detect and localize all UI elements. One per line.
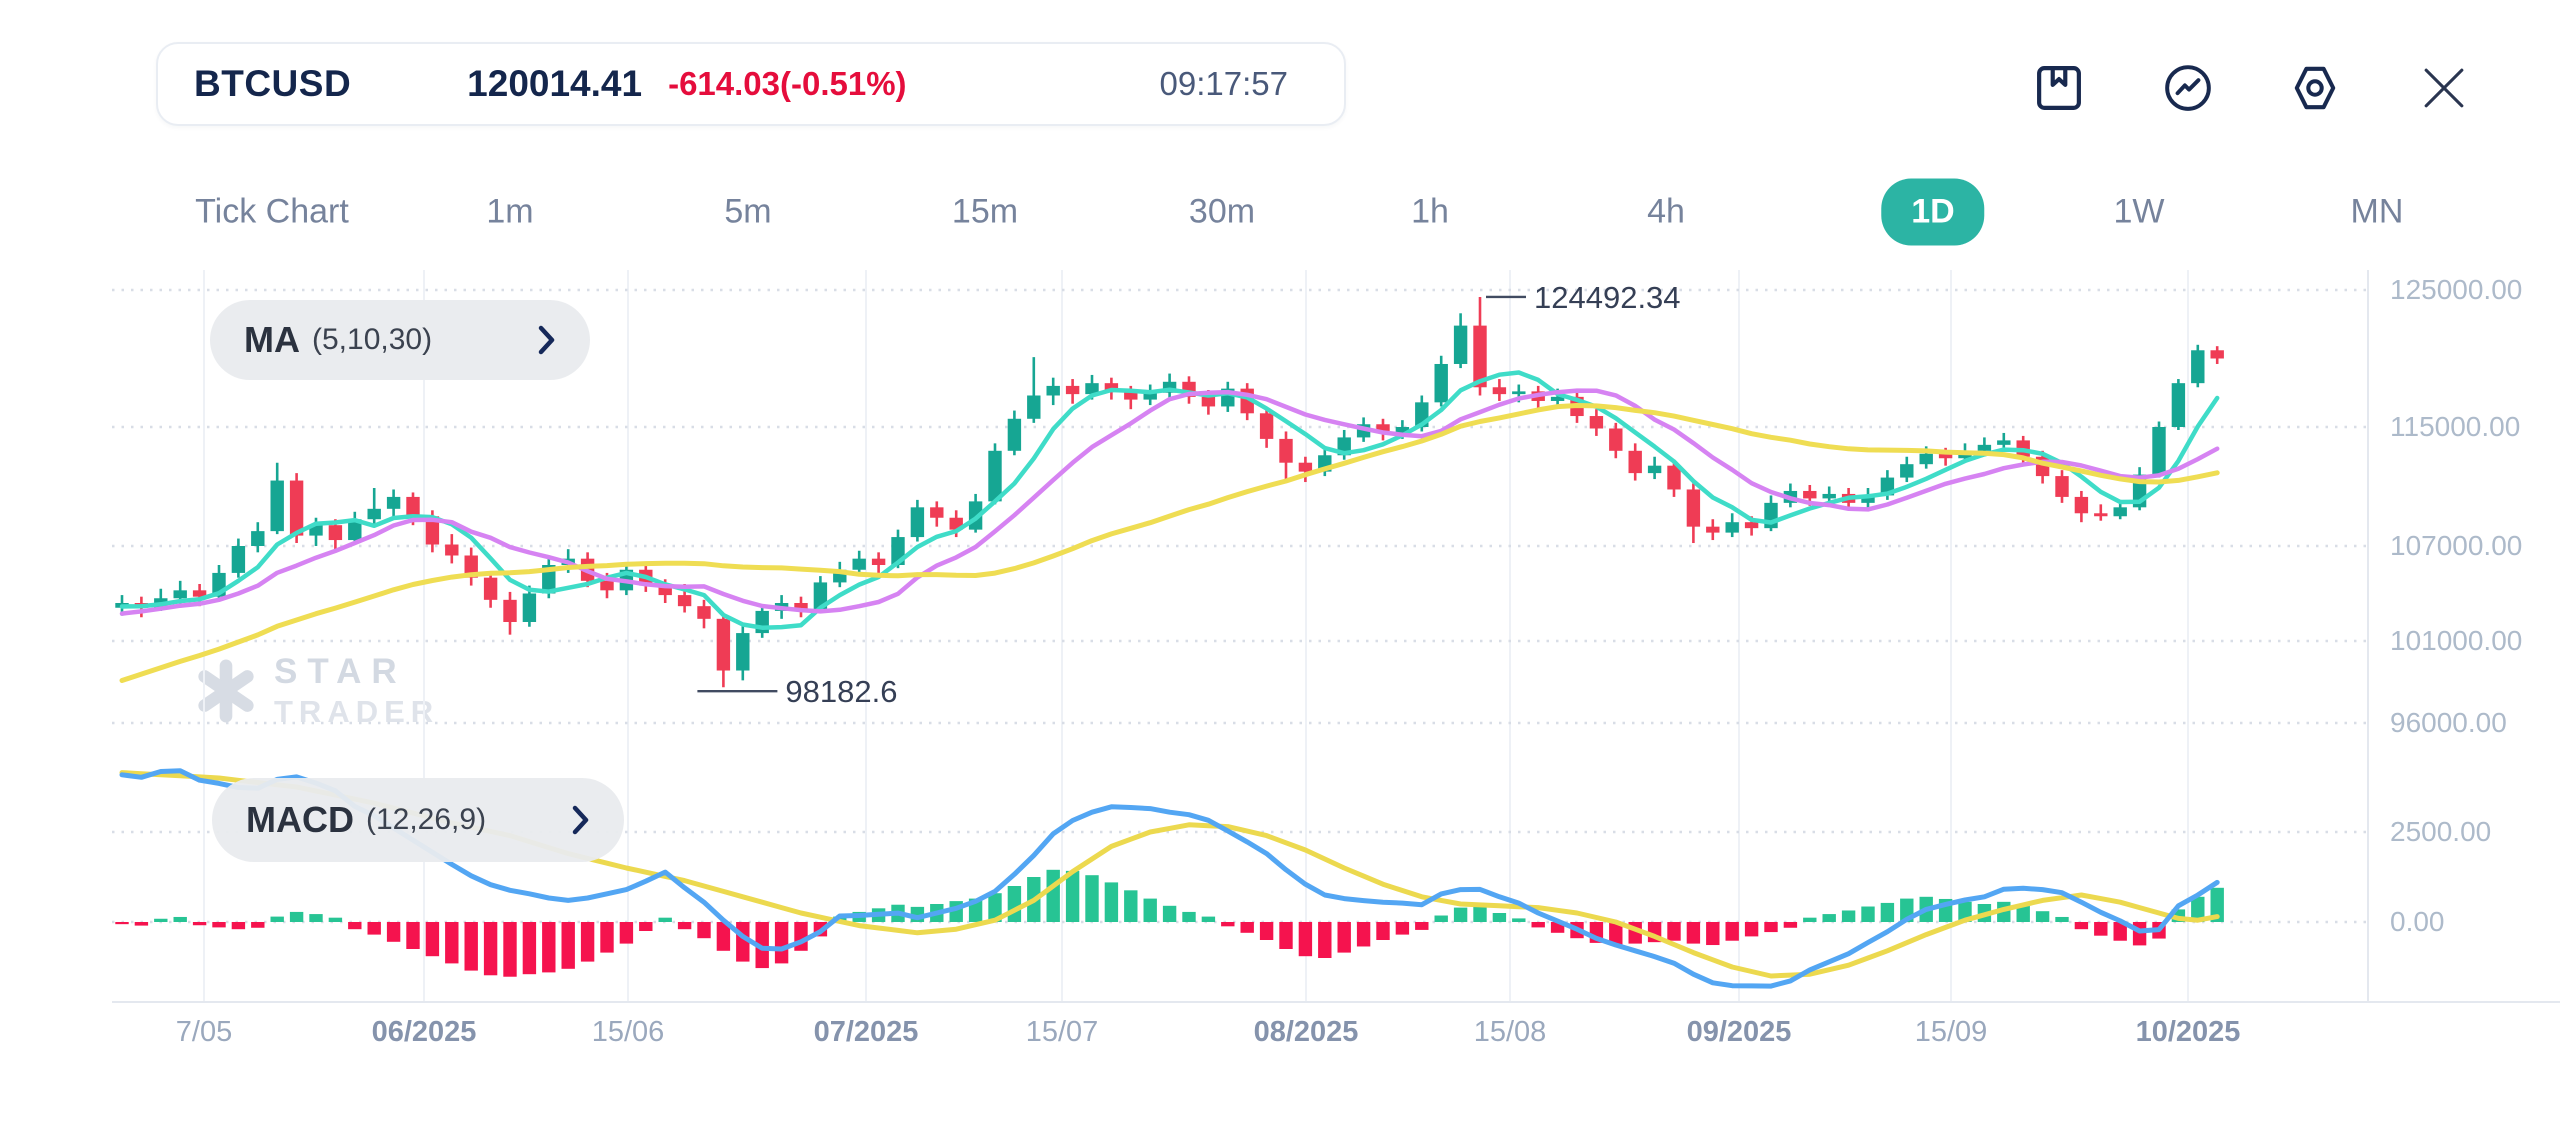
settings-button[interactable] <box>2289 62 2341 114</box>
tab-4h[interactable]: 4h <box>1647 192 1685 231</box>
tab-5m[interactable]: 5m <box>724 192 772 231</box>
ma-label: MA <box>244 319 300 360</box>
bookmark-icon <box>2037 66 2081 110</box>
high-annotation: 124492.34 <box>1534 280 1681 315</box>
settings-nut-icon <box>2294 66 2336 110</box>
tab-15m[interactable]: 15m <box>951 192 1019 231</box>
tab-30m[interactable]: 30m <box>1188 192 1256 231</box>
tab-mn[interactable]: MN <box>2350 192 2404 231</box>
price-change: -614.03(-0.51%) <box>668 65 907 102</box>
watermark-logo: STAR TRADER <box>194 652 439 730</box>
watermark-line1: STAR <box>274 652 407 691</box>
last-price: 120014.41 <box>467 63 643 104</box>
trend-circle-icon <box>2165 65 2211 111</box>
tab-tick-chart[interactable]: Tick Chart <box>195 192 349 231</box>
tab-1w[interactable]: 1W <box>2113 192 2165 231</box>
close-button[interactable] <box>2418 62 2470 114</box>
macd-label: MACD <box>246 799 354 840</box>
tab-1m[interactable]: 1m <box>486 192 534 231</box>
macd-indicator-pill[interactable]: MACD (12,26,9) <box>212 778 624 862</box>
bookmark-button[interactable] <box>2033 62 2085 114</box>
ma-indicator-pill[interactable]: MA (5,10,30) <box>210 300 590 380</box>
symbol-name: BTCUSD <box>194 63 352 104</box>
quote-header-card[interactable]: BTCUSD 120014.41 -614.03(-0.51%) 09:17:5… <box>156 42 1346 126</box>
low-annotation: 98182.6 <box>785 674 897 709</box>
close-icon <box>2424 68 2464 108</box>
trend-button[interactable] <box>2162 62 2214 114</box>
chevron-right-icon <box>572 805 589 835</box>
chevron-right-icon <box>538 325 555 355</box>
ma-params: (5,10,30) <box>312 323 433 356</box>
macd-params: (12,26,9) <box>365 803 487 836</box>
server-time: 09:17:57 <box>1159 65 1288 102</box>
tab-1d[interactable]: 1D <box>1881 178 1985 246</box>
tab-1h[interactable]: 1h <box>1411 192 1449 231</box>
star-logo-icon <box>198 659 254 723</box>
timeframe-tabs: Tick Chart 1m 5m 15m 30m 1h 4h 1D 1W MN <box>0 172 2560 252</box>
